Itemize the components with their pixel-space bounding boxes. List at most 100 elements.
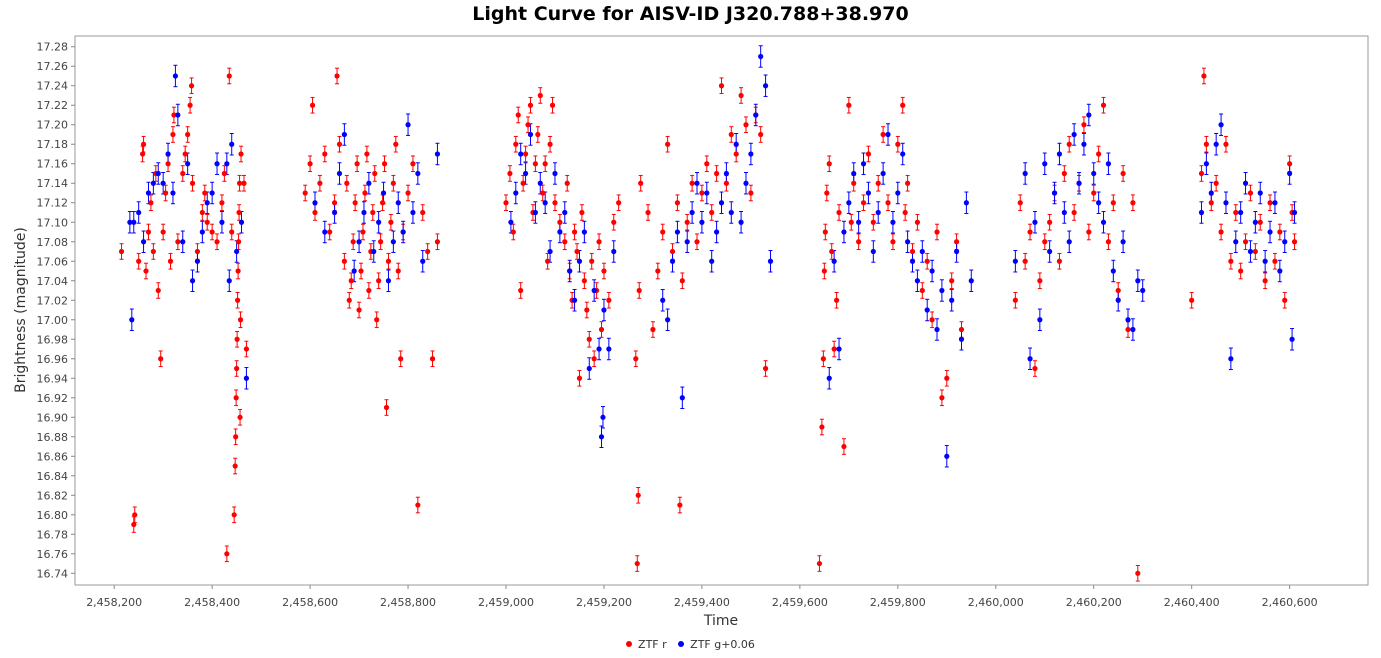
data-point-0-216 bbox=[1047, 219, 1053, 225]
data-point-0-121 bbox=[564, 180, 570, 186]
data-point-1-36 bbox=[366, 180, 372, 186]
data-point-0-241 bbox=[1218, 229, 1224, 235]
data-point-0-160 bbox=[714, 170, 720, 177]
data-point-0-108 bbox=[527, 102, 534, 108]
data-point-0-206 bbox=[949, 278, 955, 284]
data-point-1-137 bbox=[1071, 131, 1077, 138]
data-point-1-49 bbox=[508, 219, 514, 225]
data-point-0-47 bbox=[236, 180, 243, 186]
data-point-0-161 bbox=[718, 83, 725, 89]
data-point-1-37 bbox=[371, 248, 377, 255]
data-point-1-17 bbox=[199, 229, 205, 235]
data-point-0-42 bbox=[234, 336, 240, 342]
data-point-1-125 bbox=[968, 278, 974, 284]
data-point-1-46 bbox=[415, 170, 421, 177]
data-point-1-47 bbox=[420, 258, 426, 264]
data-point-1-51 bbox=[518, 151, 524, 157]
data-point-0-39 bbox=[233, 434, 239, 440]
data-point-0-100 bbox=[507, 170, 513, 177]
data-point-0-4 bbox=[139, 151, 146, 157]
data-point-1-50 bbox=[513, 190, 519, 196]
data-point-1-134 bbox=[1056, 151, 1063, 157]
data-point-1-154 bbox=[1208, 190, 1214, 196]
data-point-1-130 bbox=[1037, 317, 1043, 323]
data-point-1-10 bbox=[170, 190, 176, 196]
data-point-0-141 bbox=[634, 560, 640, 567]
data-point-1-120 bbox=[944, 453, 950, 459]
data-point-0-118 bbox=[552, 200, 558, 206]
data-point-1-8 bbox=[160, 180, 166, 186]
data-point-1-9 bbox=[165, 151, 171, 157]
data-point-1-58 bbox=[552, 170, 558, 177]
data-point-0-120 bbox=[562, 239, 568, 245]
data-point-0-167 bbox=[748, 190, 754, 196]
y-tick-label-21: 17.16 bbox=[37, 158, 69, 171]
data-point-0-105 bbox=[520, 180, 526, 186]
y-tick-label-22: 17.18 bbox=[37, 138, 69, 151]
y-tick-label-16: 17.06 bbox=[37, 255, 69, 268]
data-point-0-43 bbox=[235, 297, 241, 303]
data-point-0-62 bbox=[336, 141, 343, 147]
data-point-0-22 bbox=[185, 131, 191, 138]
data-point-0-26 bbox=[194, 248, 201, 255]
data-point-0-203 bbox=[934, 229, 940, 235]
data-point-1-0 bbox=[127, 219, 133, 225]
data-point-0-146 bbox=[650, 326, 656, 333]
data-point-1-162 bbox=[1247, 248, 1254, 255]
data-point-0-36 bbox=[229, 229, 235, 235]
data-point-0-138 bbox=[611, 219, 617, 225]
x-tick-label-9: 2,460,000 bbox=[968, 596, 1024, 609]
data-point-0-98 bbox=[434, 239, 441, 245]
data-point-0-248 bbox=[1252, 248, 1258, 255]
data-point-1-148 bbox=[1125, 317, 1131, 323]
data-point-0-143 bbox=[636, 287, 642, 294]
data-point-0-225 bbox=[1091, 190, 1097, 196]
data-point-0-184 bbox=[848, 219, 854, 225]
data-point-0-49 bbox=[237, 317, 244, 323]
data-point-1-24 bbox=[229, 141, 235, 147]
y-tick-label-25: 17.24 bbox=[37, 80, 69, 93]
data-point-1-126 bbox=[1012, 258, 1018, 264]
data-point-1-79 bbox=[689, 209, 695, 216]
data-point-0-169 bbox=[758, 131, 764, 138]
data-point-0-240 bbox=[1213, 180, 1219, 186]
data-point-0-125 bbox=[574, 248, 580, 255]
data-point-1-95 bbox=[767, 258, 774, 264]
data-point-0-106 bbox=[522, 151, 529, 157]
data-point-1-97 bbox=[831, 258, 837, 264]
data-point-0-189 bbox=[870, 219, 876, 225]
data-point-0-135 bbox=[598, 326, 605, 333]
data-point-0-24 bbox=[188, 83, 195, 89]
data-point-0-9 bbox=[150, 248, 156, 255]
data-point-1-33 bbox=[351, 268, 357, 274]
data-point-0-232 bbox=[1125, 326, 1131, 333]
data-point-0-6 bbox=[143, 268, 149, 274]
data-point-1-56 bbox=[542, 200, 548, 206]
data-point-1-57 bbox=[547, 248, 553, 255]
data-point-1-118 bbox=[934, 326, 940, 333]
data-point-0-32 bbox=[219, 200, 225, 206]
data-point-0-11 bbox=[155, 287, 161, 294]
data-point-1-116 bbox=[924, 307, 930, 313]
data-point-0-111 bbox=[535, 131, 541, 138]
data-point-1-54 bbox=[532, 209, 538, 216]
data-point-1-84 bbox=[714, 229, 720, 235]
data-point-0-219 bbox=[1061, 170, 1067, 177]
data-point-0-170 bbox=[762, 365, 769, 372]
data-point-1-100 bbox=[846, 200, 852, 206]
data-point-0-210 bbox=[1017, 200, 1023, 206]
data-point-0-45 bbox=[235, 239, 242, 245]
data-point-1-20 bbox=[214, 161, 220, 167]
data-point-1-22 bbox=[224, 161, 230, 167]
y-tick-label-11: 16.96 bbox=[37, 353, 69, 366]
data-point-0-218 bbox=[1056, 258, 1063, 264]
data-point-0-148 bbox=[660, 229, 666, 235]
data-point-1-55 bbox=[537, 180, 543, 186]
data-point-0-194 bbox=[895, 141, 901, 147]
y-axis-label: Brightness (magnitude) bbox=[13, 227, 29, 393]
data-point-0-34 bbox=[224, 551, 230, 557]
data-point-0-158 bbox=[704, 161, 710, 167]
data-point-0-113 bbox=[540, 190, 546, 196]
data-point-0-202 bbox=[929, 317, 935, 323]
data-point-0-175 bbox=[822, 229, 828, 235]
